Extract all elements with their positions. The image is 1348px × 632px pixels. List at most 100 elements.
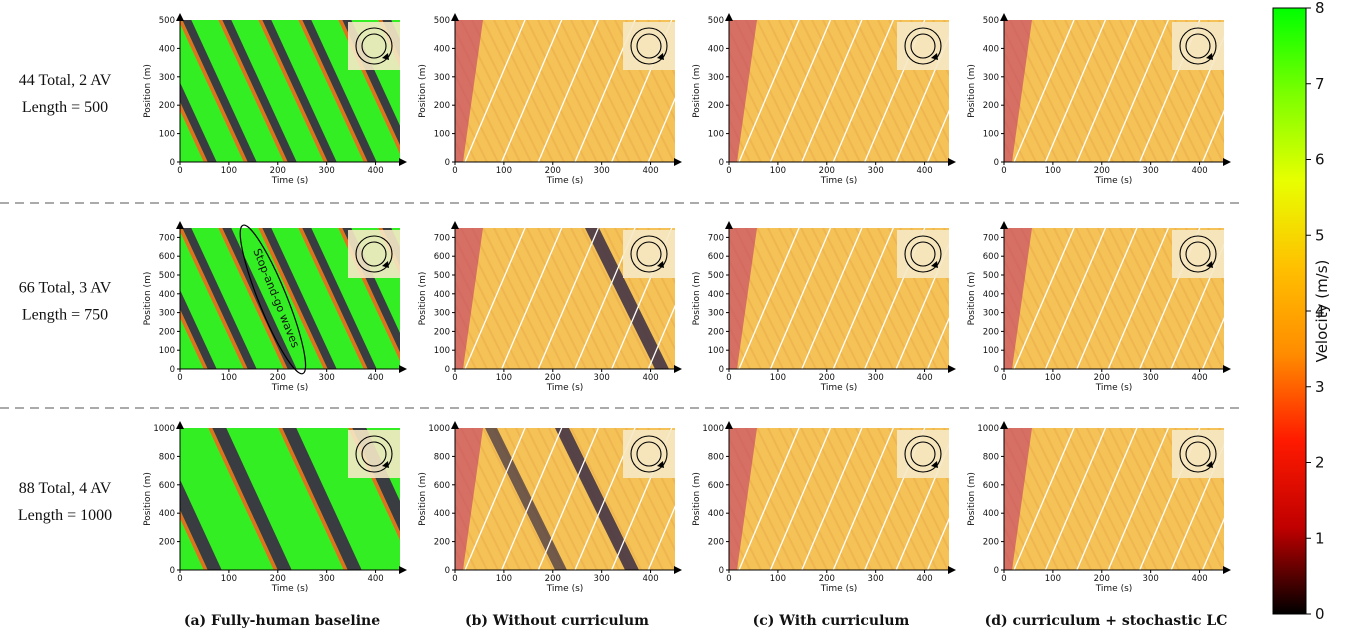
y-tick-label: 500 [983,271,999,281]
colorbar-tick-label: 0 [1315,605,1325,623]
y-tick-label: 700 [708,233,724,243]
stop-and-go-band [212,428,292,570]
stop-and-go-band [262,20,337,162]
av-trajectory [769,20,832,162]
direction-arrow-icon [1206,461,1213,468]
velocity-stripe [778,228,850,369]
x-axis-label: Time (s) [820,584,858,594]
velocity-stripe [1119,228,1191,369]
velocity-stripe [1108,428,1180,570]
stop-and-go-band [180,289,217,369]
x-tick-label: 0 [452,373,457,383]
x-tick-label: 0 [726,166,731,176]
velocity-stripe [493,228,565,369]
direction-arrow-icon [931,53,938,60]
velocity-stripe [1064,228,1136,369]
spacetime-panel: 0 100 200 300 400 0 100 200 300 400 500 Time (s) Pos… [692,13,956,186]
startup-transient [455,228,483,369]
y-tick-label: 400 [983,509,999,519]
velocity-stripe [471,20,543,162]
av-trajectory [501,20,563,162]
velocity-stripe [745,428,817,570]
x-tick-label: 400 [1191,574,1207,584]
y-tick-label: 0 [719,566,724,576]
velocity-stripe [1031,428,1103,570]
y-tick-label: 700 [983,233,999,243]
ring-inset [897,22,949,70]
velocity-stripe [504,20,576,162]
ring-road-icon [630,27,668,65]
av-trajectory [1107,20,1169,162]
x-tick-label: 400 [367,574,383,584]
y-tick-label: 500 [434,16,450,26]
x-tick-label: 300 [594,166,610,176]
x-tick-label: 200 [1094,166,1110,176]
ring-road-icon [355,435,393,473]
y-tick-label: 0 [994,158,999,168]
ring-inset [897,230,949,278]
panel-caption: (d) curriculum + stochastic LC [985,613,1228,629]
y-tick-label: 300 [983,309,999,319]
av-trajectory [1044,20,1107,162]
y-tick-label: 800 [434,452,450,462]
y-tick-label: 500 [434,271,450,281]
ring-lane-icon [910,33,936,59]
y-axis-label: Position (m) [692,64,702,118]
velocity-stripe [800,428,872,570]
y-tick-label: 0 [170,365,175,375]
y-tick-label: 200 [434,538,450,548]
y-tick-label: 400 [708,290,724,300]
x-tick-label: 300 [594,574,610,584]
y-axis-label: Position (m) [692,472,702,526]
velocity-stripe [515,228,587,369]
y-tick-label: 400 [983,44,999,54]
velocity-stripe [1152,228,1224,369]
x-tick-label: 200 [545,373,561,383]
colorbar-tick-label: 7 [1315,75,1325,93]
spacetime-panel: 0 100 200 300 400 0 100 200 300 400 500 600 700 Time … [692,221,956,393]
ring-inset [348,22,400,70]
y-tick-label: 0 [719,365,724,375]
x-tick-label: 300 [319,574,335,584]
y-tick-label: 500 [983,16,999,26]
velocity-stripe [1097,228,1169,369]
y-tick-label: 200 [159,327,175,337]
av-trajectory [1013,20,1075,162]
y-tick-label: 400 [434,290,450,300]
y-tick-label: 0 [994,566,999,576]
x-tick-label: 300 [1143,574,1159,584]
x-tick-label: 100 [221,373,237,383]
y-axis-label: Position (m) [967,472,977,526]
velocity-stripe [1097,20,1169,162]
velocity-stripe [729,50,784,162]
y-axis-label: Position (m) [143,472,153,526]
y-tick-label: 400 [983,290,999,300]
ring-lane-icon [636,241,662,267]
av-trajectory [647,97,675,162]
ring-inset [1172,230,1224,278]
x-axis-label: Time (s) [546,176,584,186]
velocity-stripe [570,228,642,369]
velocity-stripe [581,20,653,162]
velocity-stripe [1141,428,1213,570]
y-tick-label: 0 [719,158,724,168]
x-tick-label: 0 [1001,166,1006,176]
stop-and-go-band [302,228,377,369]
velocity-stripe [756,20,828,162]
y-tick-label: 300 [708,309,724,319]
av-trajectory [832,428,894,570]
x-tick-label: 400 [367,373,383,383]
y-tick-label: 100 [434,346,450,356]
ring-lane-icon [361,33,387,59]
row-label-line1: 44 Total, 2 AV [19,72,112,89]
velocity-stripe [471,228,543,369]
x-axis-label: Time (s) [1095,584,1133,594]
velocity-stripe [482,428,554,570]
stop-and-go-band [182,20,257,162]
velocity-stripe [581,428,653,570]
av-trajectory [926,316,949,369]
y-tick-label: 0 [445,158,450,168]
ring-lane-icon [910,441,936,467]
velocity-stripe [1031,20,1103,162]
ring-inset [348,430,400,478]
